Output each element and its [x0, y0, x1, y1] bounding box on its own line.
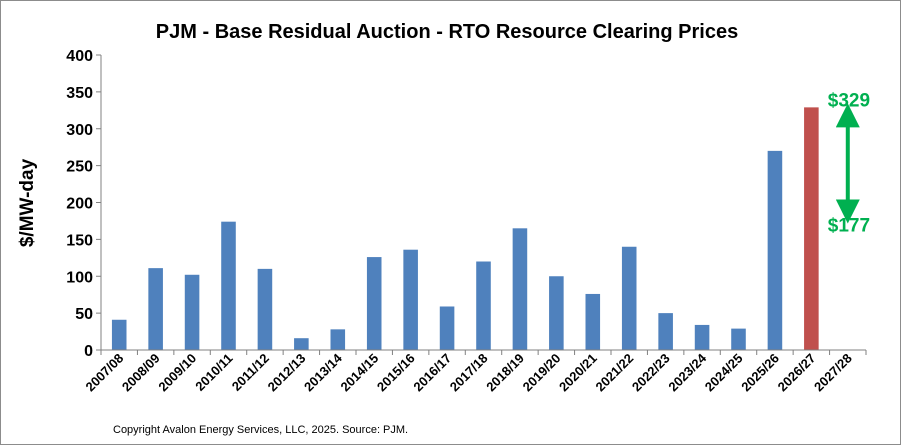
x-tick-label: 2015/16 [374, 351, 418, 395]
bar-2025-26 [767, 150, 783, 350]
y-tick-label: 150 [66, 232, 93, 249]
x-tick-label: 2024/25 [702, 351, 746, 395]
x-tick-label: 2018/19 [483, 351, 527, 395]
bar-2018-19 [512, 228, 528, 350]
y-tick-label: 100 [66, 269, 93, 286]
x-tick-label: 2017/18 [447, 351, 491, 395]
x-tick-label: 2010/11 [192, 351, 235, 394]
bar-2022-23 [658, 313, 673, 350]
bar-2009-10 [184, 274, 200, 350]
upper-price-label: $329 [828, 90, 870, 111]
y-tick-label: 50 [75, 306, 93, 323]
footer-note: Copyright Avalon Energy Services, LLC, 2… [113, 424, 408, 436]
bar-2013-14 [330, 329, 346, 350]
bar-2023-24 [694, 324, 710, 350]
y-axis-label: $/MW-day [17, 158, 38, 247]
x-tick-label: 2012/13 [265, 351, 309, 395]
y-tick-label: 400 [66, 48, 93, 65]
bar-2026-27 [804, 107, 819, 350]
x-tick-label: 2014/15 [337, 351, 381, 395]
x-tick-label: 2019/20 [520, 351, 564, 395]
x-tick-label: 2022/23 [629, 351, 673, 395]
x-tick-label: 2021/22 [592, 351, 636, 395]
bar-2016-17 [439, 306, 455, 350]
bar-2012-13 [294, 338, 309, 350]
x-axis-ticks: 2007/082008/092009/102010/112011/122012/… [82, 350, 867, 395]
y-tick-label: 200 [66, 196, 93, 213]
bar-2017-18 [476, 261, 491, 350]
x-tick-label: 2023/24 [665, 350, 709, 394]
y-tick-label: 300 [66, 122, 93, 139]
bar-2020-21 [585, 293, 601, 350]
bar-2024-25 [731, 328, 746, 350]
lower-price-label: $177 [828, 215, 870, 236]
y-axis-ticks: 0 50 100 150 200 250 300 350 400 [66, 48, 101, 360]
bars-group [111, 107, 819, 350]
y-tick-label: 0 [84, 343, 93, 360]
x-tick-label: 2020/21 [556, 351, 600, 395]
bar-2015-16 [403, 249, 418, 350]
bar-2008-09 [148, 268, 163, 350]
x-tick-label: 2027/28 [811, 351, 855, 395]
x-tick-label: 2011/12 [229, 351, 272, 394]
y-tick-label: 350 [66, 85, 93, 102]
bar-2007-08 [111, 319, 127, 350]
bar-2011-12 [257, 268, 273, 350]
bar-2021-22 [621, 246, 637, 350]
bar-2014-15 [366, 257, 382, 350]
chart-title: PJM - Base Residual Auction - RTO Resour… [156, 21, 738, 43]
x-tick-label: 2025/26 [738, 351, 782, 395]
y-tick-label: 250 [66, 159, 93, 176]
x-tick-label: 2009/10 [155, 351, 199, 395]
x-tick-label: 2016/17 [410, 351, 454, 395]
x-tick-label: 2008/09 [119, 351, 163, 395]
bar-2010-11 [221, 221, 236, 350]
x-tick-label: 2026/27 [775, 351, 819, 395]
bar-2019-20 [549, 276, 564, 350]
x-tick-label: 2013/14 [301, 350, 345, 394]
